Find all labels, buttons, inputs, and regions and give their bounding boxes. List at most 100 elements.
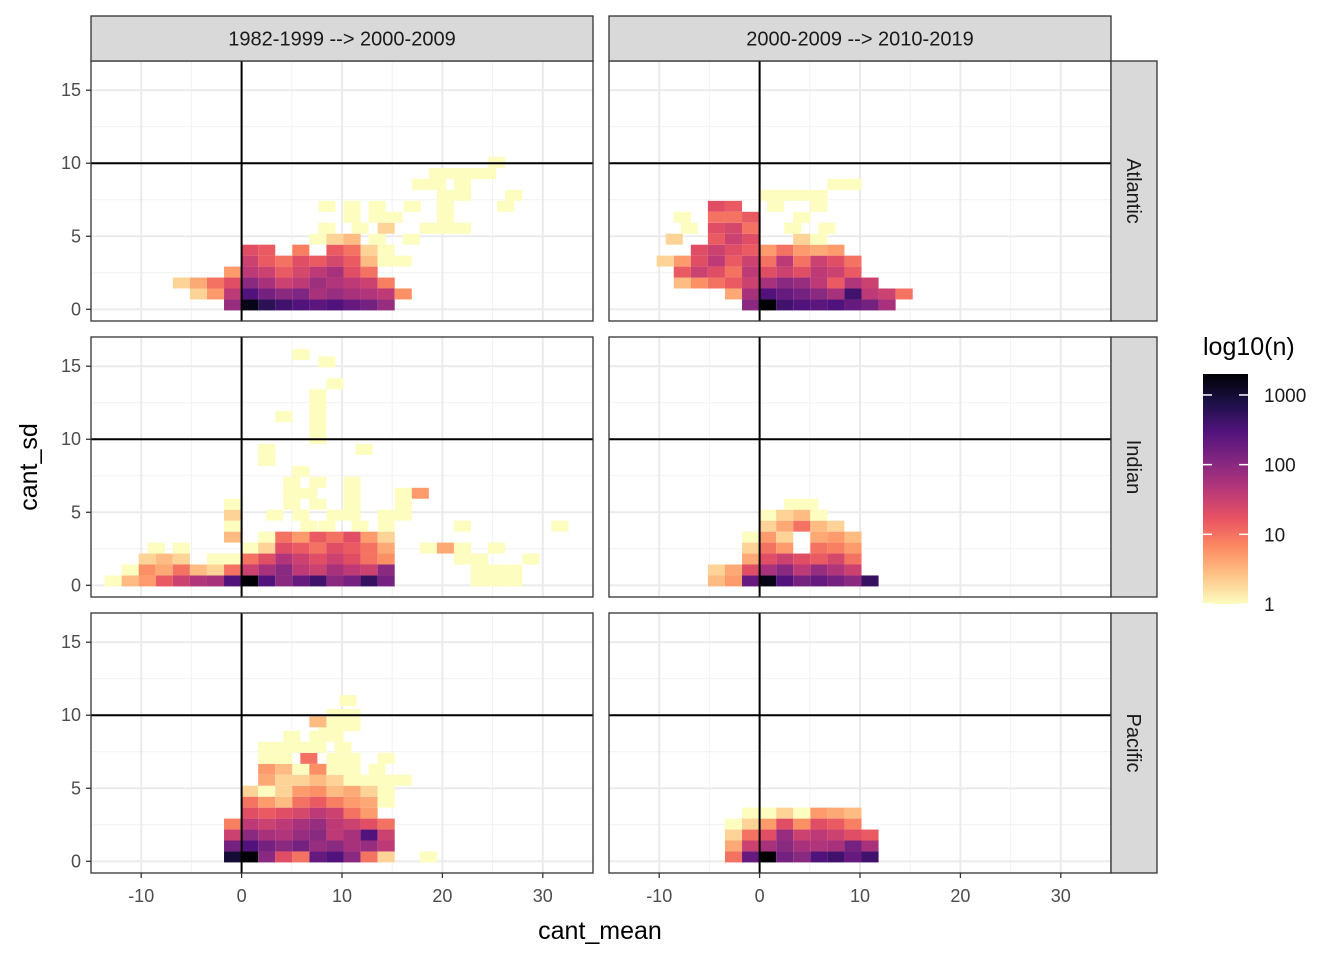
- heat-tile: [673, 255, 691, 267]
- heat-tile: [656, 255, 674, 267]
- heat-tile: [309, 730, 327, 742]
- heat-tile: [292, 851, 310, 863]
- heat-tile: [258, 288, 276, 300]
- heat-tile: [377, 851, 395, 863]
- heat-tile: [759, 277, 777, 289]
- heat-tile: [258, 299, 276, 311]
- heat-tile: [394, 774, 412, 786]
- y-tick-label: 0: [71, 575, 81, 595]
- heat-tile: [377, 288, 395, 300]
- heat-tile: [155, 553, 173, 565]
- heat-tile: [724, 200, 743, 212]
- heat-tile: [690, 266, 708, 278]
- heat-tile: [810, 829, 828, 841]
- x-tick-label: 30: [1051, 886, 1071, 906]
- axes-layer: 0 5 10 15 0 5 10 15 0 5 10 15 -10 0 10 20 30 -10 0 10 20 30: [61, 80, 1071, 906]
- heat-tile: [759, 564, 777, 576]
- heat-tile: [878, 288, 896, 300]
- heat-tile: [776, 575, 794, 587]
- heat-tile: [810, 244, 828, 256]
- heat-tile: [360, 255, 378, 267]
- heat-tile: [861, 840, 879, 852]
- heat-tile: [326, 818, 344, 830]
- heat-tile: [318, 222, 336, 234]
- heat-tile: [784, 222, 802, 234]
- heat-tile: [258, 840, 276, 852]
- heat-tile: [776, 829, 794, 841]
- heat-tile: [275, 741, 293, 753]
- heat-tile: [844, 840, 862, 852]
- heat-tile: [104, 575, 122, 587]
- heat-tile: [394, 487, 412, 499]
- heat-tile: [351, 222, 369, 234]
- heat-tile: [742, 244, 760, 256]
- heat-tile: [224, 840, 242, 852]
- heat-tile: [309, 829, 327, 841]
- heat-tile: [258, 277, 276, 289]
- heat-tile: [861, 277, 879, 289]
- heat-tile: [326, 255, 344, 267]
- column-strip-label: 2000-2009 --> 2010-2019: [746, 29, 973, 51]
- y-tick-label: 15: [61, 356, 81, 376]
- heat-tile: [326, 233, 344, 245]
- heat-tile: [326, 807, 344, 819]
- heat-tile: [292, 785, 310, 797]
- heat-tile: [343, 851, 361, 863]
- heat-tile: [258, 763, 276, 775]
- y-tick-label: 10: [61, 705, 81, 725]
- heat-tile: [479, 167, 497, 179]
- heat-tile: [895, 288, 913, 300]
- heat-tile: [394, 288, 412, 300]
- heat-tile: [189, 288, 207, 300]
- heat-tile: [793, 266, 811, 278]
- heat-tile: [326, 785, 344, 797]
- heat-tile: [241, 277, 259, 289]
- legend-tick-label: 10: [1264, 525, 1285, 546]
- heat-tile: [724, 829, 743, 841]
- heat-tile: [368, 211, 386, 223]
- heat-tile: [471, 564, 489, 576]
- heat-tile: [292, 796, 310, 808]
- heat-tile: [810, 277, 828, 289]
- heat-tile: [343, 299, 361, 311]
- heat-tile: [318, 356, 336, 368]
- heat-tile: [471, 575, 489, 587]
- heat-tile: [844, 266, 862, 278]
- heat-tile: [224, 531, 242, 543]
- heat-tile: [436, 189, 454, 201]
- heat-tile: [742, 266, 760, 278]
- heat-tile: [292, 288, 310, 300]
- heat-tile: [724, 244, 743, 256]
- heat-tile: [793, 829, 811, 841]
- legend-ticks: 1 10 100 1000: [1203, 386, 1306, 616]
- strips-layer: 1982-1999 --> 2000-2009 2000-2009 --> 201…: [90, 15, 1158, 874]
- row-strip: [1110, 60, 1158, 322]
- heat-tile: [453, 189, 472, 201]
- heat-tile: [309, 266, 327, 278]
- heat-tile: [241, 244, 259, 256]
- heat-tile: [292, 840, 310, 852]
- heat-tile: [793, 575, 811, 587]
- heat-tile: [300, 752, 318, 764]
- heat-tile: [827, 818, 845, 830]
- heat-tile: [776, 851, 794, 863]
- heat-tile: [742, 818, 760, 830]
- heat-tile: [742, 840, 760, 852]
- legend-title: log10(n): [1203, 333, 1295, 361]
- heat-tile: [309, 299, 327, 311]
- heat-tile: [326, 244, 344, 256]
- heat-tile: [793, 244, 811, 256]
- heat-tile: [258, 542, 276, 554]
- heat-tile: [724, 564, 743, 576]
- heat-tile: [827, 564, 845, 576]
- heat-tile: [776, 818, 794, 830]
- heat-tile: [275, 774, 293, 786]
- heat-tile: [309, 255, 327, 267]
- heat-tile: [343, 233, 361, 245]
- heat-tile: [326, 564, 344, 576]
- heat-tile: [861, 288, 879, 300]
- heat-tile: [266, 509, 284, 521]
- heat-tile: [827, 520, 845, 532]
- heat-tile: [878, 299, 896, 311]
- heat-tile: [343, 829, 361, 841]
